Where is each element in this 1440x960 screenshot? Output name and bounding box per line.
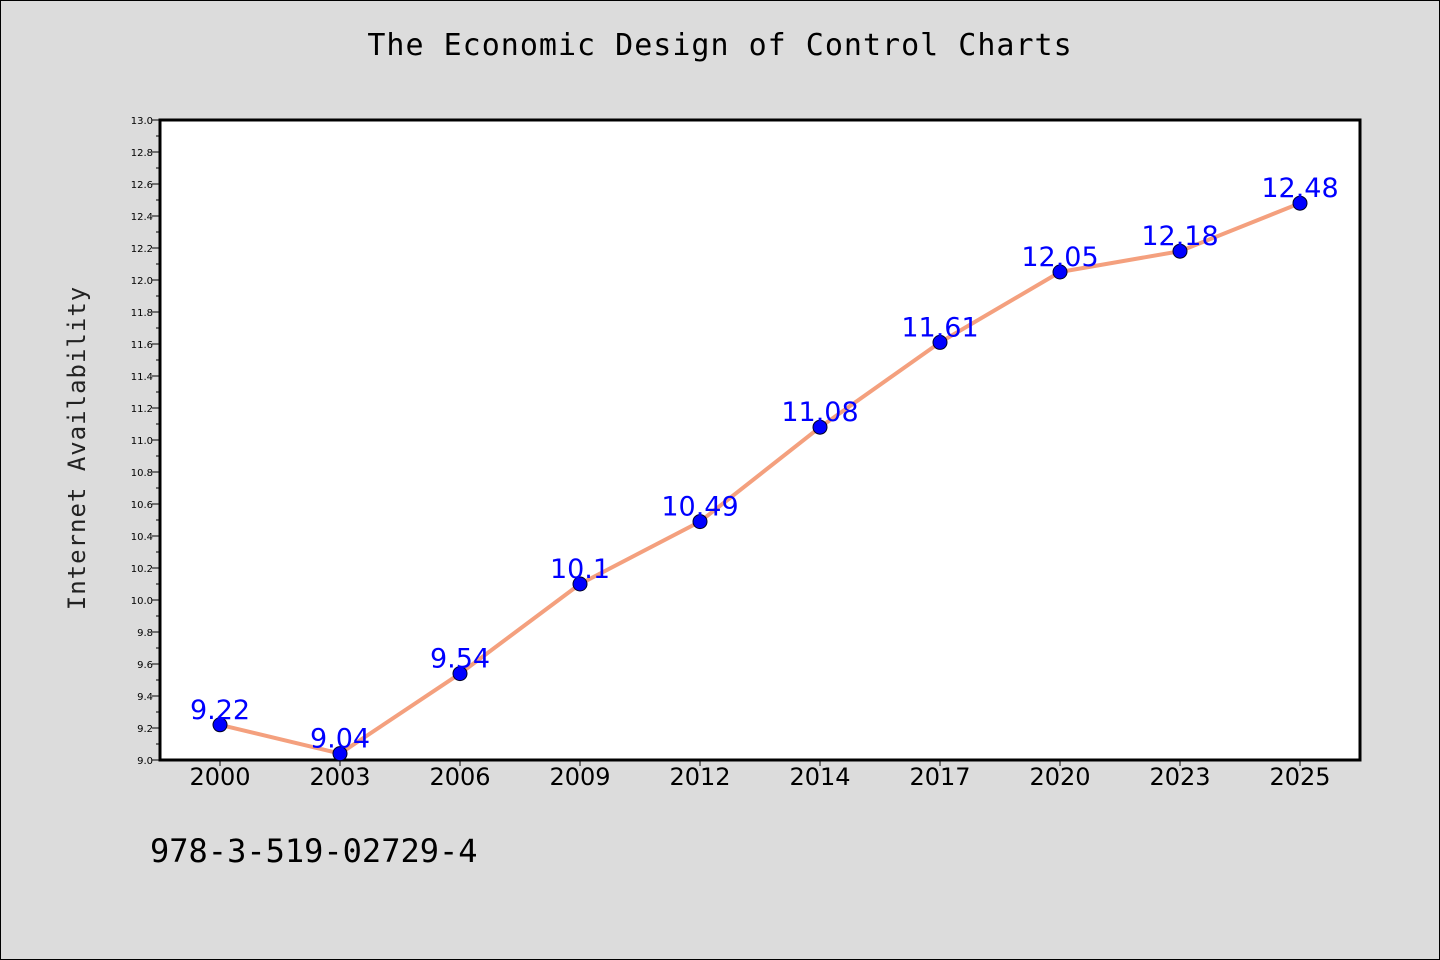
data-label: 12.05: [1021, 242, 1098, 273]
data-point: [572, 576, 588, 592]
x-tick-label: 2020: [1029, 763, 1090, 791]
x-tick-label: 2003: [309, 763, 370, 791]
data-label: 9.22: [190, 695, 250, 726]
data-point: [1052, 264, 1068, 280]
data-point: [932, 334, 948, 350]
y-tick-label: 12.6: [131, 180, 153, 191]
y-tick-label: 11.0: [131, 436, 153, 447]
data-label: 12.48: [1261, 173, 1338, 204]
data-label: 9.54: [430, 644, 490, 675]
data-label: 10.49: [661, 492, 738, 523]
y-tick-label: 9.8: [137, 628, 153, 639]
x-tick-label: 2006: [429, 763, 490, 791]
y-tick-label: 10.8: [131, 468, 153, 479]
data-label: 9.04: [310, 724, 370, 755]
series-group: [212, 195, 1308, 762]
y-tick-label: 9.2: [137, 724, 153, 735]
data-point: [212, 717, 228, 733]
y-tick-label: 10.2: [131, 564, 153, 575]
y-tick-label: 9.4: [137, 692, 153, 703]
data-point: [812, 419, 828, 435]
y-tick-label: 12.0: [131, 276, 153, 287]
data-labels-group: 9.22 9.04 9.54 10.1 10.49 11.08 11.61 12.05 12.1…: [190, 173, 1339, 754]
x-tick-label: 2014: [789, 763, 850, 791]
y-tick-label: 10.0: [131, 596, 153, 607]
chart-title: The Economic Design of Control Charts: [367, 28, 1073, 63]
x-tick-label: 2025: [1269, 763, 1330, 791]
y-tick-label: 11.8: [131, 308, 153, 319]
y-tick-label: 12.8: [131, 148, 153, 159]
data-label: 12.18: [1141, 221, 1218, 252]
y-tick-label: 11.6: [131, 340, 153, 351]
isbn-code: 978-3-519-02729-4: [150, 832, 478, 870]
data-label: 11.08: [781, 397, 858, 428]
plot-area: [158, 118, 1362, 762]
data-point: [1172, 243, 1188, 259]
y-tick-label: 11.4: [131, 372, 153, 383]
y-tick-label: 13.0: [131, 116, 153, 127]
data-label: 11.61: [901, 312, 978, 343]
y-tick-label: 9.6: [137, 660, 153, 671]
y-tick-label: 10.4: [131, 532, 153, 543]
data-point: [692, 514, 708, 530]
y-tick-label: 9.0: [137, 756, 153, 767]
x-tick-label: 2012: [669, 763, 730, 791]
data-point: [1292, 195, 1308, 211]
series-line: [218, 201, 1302, 756]
y-tick-label: 12.2: [131, 244, 153, 255]
x-tick-label: 2000: [189, 763, 250, 791]
y-tick-label: 10.6: [131, 500, 153, 511]
data-point: [452, 666, 468, 682]
data-point: [332, 746, 348, 762]
x-axis-ticks: 2000 2003 2006 2009 2012 2014 2017 2020 2023 2025: [189, 760, 1331, 791]
y-tick-label: 12.4: [131, 212, 153, 223]
data-label: 10.1: [550, 554, 610, 585]
y-axis-ticks: 9.0 9.2 9.4 9.6 9.8 10.0 10.2 10.4 10.6 10.8 11.0 1…: [131, 116, 160, 767]
x-tick-label: 2017: [909, 763, 970, 791]
y-tick-label: 11.2: [131, 404, 153, 415]
x-tick-label: 2023: [1149, 763, 1210, 791]
x-tick-label: 2009: [549, 763, 610, 791]
